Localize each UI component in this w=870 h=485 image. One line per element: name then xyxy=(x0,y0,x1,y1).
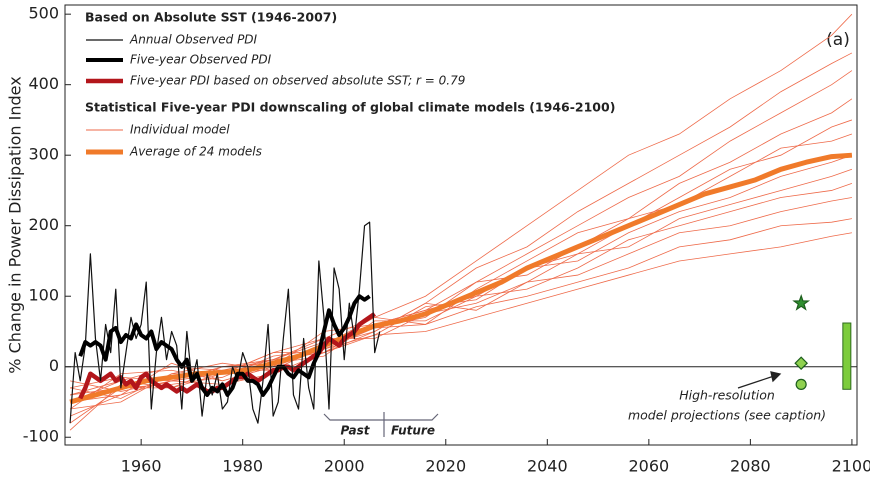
annotation-arrow xyxy=(737,371,782,389)
legend-label: Individual model xyxy=(130,123,230,137)
legend-label: Average of 24 models xyxy=(129,145,262,159)
model-line xyxy=(69,133,853,403)
period-arrows xyxy=(323,412,439,437)
y-tick-label: 400 xyxy=(28,74,59,93)
annotation: model projections (see caption) xyxy=(628,408,826,423)
x-tick-label: 1960 xyxy=(121,457,162,476)
y-tick-label: 500 xyxy=(28,4,59,23)
plot-frame xyxy=(64,4,858,446)
x-tick-label: 2100 xyxy=(832,457,870,476)
model-line xyxy=(69,154,853,392)
x-tick-label: 1980 xyxy=(222,457,263,476)
period-label: Past xyxy=(340,424,370,438)
y-tick-label: -100 xyxy=(23,427,59,446)
x-tick-label: 2020 xyxy=(425,457,466,476)
x-tick-label: 2060 xyxy=(628,457,669,476)
annotation: High-resolution xyxy=(679,388,775,403)
model-line xyxy=(69,52,853,396)
marker xyxy=(794,356,809,371)
period-label: Future xyxy=(391,424,435,438)
x-tick-label: 2040 xyxy=(527,457,568,476)
data-line xyxy=(69,221,381,424)
y-tick-label: 200 xyxy=(28,215,59,234)
x-tick-label: 2000 xyxy=(324,457,365,476)
marker xyxy=(795,378,807,390)
legend-label: Five-year Observed PDI xyxy=(130,53,272,67)
range-bar xyxy=(842,322,852,390)
data-line xyxy=(69,152,853,405)
y-axis-label: % Change in Power Dissipation Index xyxy=(6,76,25,373)
x-tick-label: 2080 xyxy=(730,457,771,476)
legend-label: Five-year PDI based on observed absolute… xyxy=(130,74,465,88)
y-tick-label: 0 xyxy=(49,356,59,375)
legend-heading: Statistical Five-year PDI downscaling of… xyxy=(85,100,615,115)
model-line xyxy=(69,232,852,389)
y-tick-label: 300 xyxy=(28,145,59,164)
legend-heading: Based on Absolute SST (1946-2007) xyxy=(85,10,337,25)
model-line xyxy=(69,119,853,424)
marker xyxy=(792,293,811,311)
data-line xyxy=(78,294,371,397)
panel-label: (a) xyxy=(826,30,850,50)
y-tick-label: 100 xyxy=(28,286,59,305)
legend-label: Annual Observed PDI xyxy=(129,33,258,47)
